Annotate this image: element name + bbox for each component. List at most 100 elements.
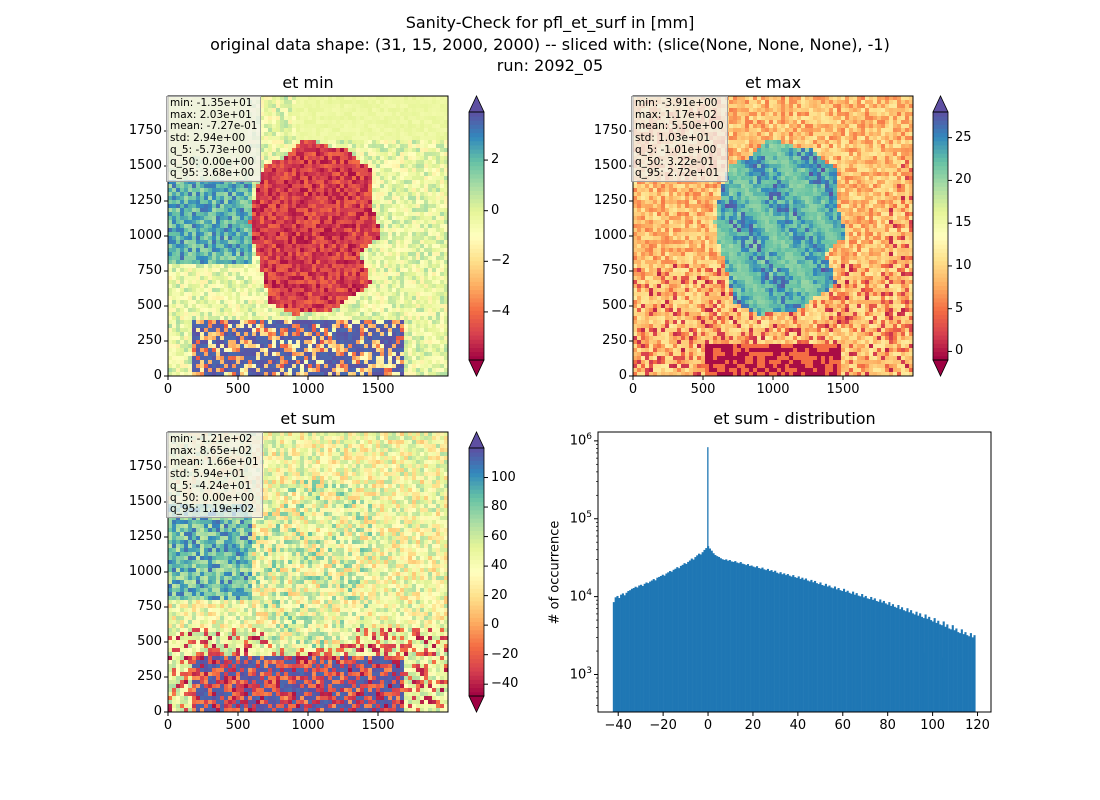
heatmap-cell bbox=[252, 260, 257, 265]
heatmap-cell bbox=[284, 256, 289, 261]
heatmap-cell bbox=[236, 200, 241, 205]
heatmap-cell bbox=[272, 256, 277, 261]
heatmap-cell bbox=[276, 260, 281, 265]
heatmap-cell bbox=[392, 132, 397, 137]
heatmap-cell bbox=[408, 180, 413, 185]
colorbar-segment bbox=[469, 211, 484, 216]
heatmap-cell bbox=[308, 144, 313, 149]
heatmap-cell bbox=[168, 248, 173, 253]
heatmap-cell bbox=[316, 276, 321, 281]
heatmap-cell bbox=[224, 356, 229, 361]
heatmap-cell bbox=[400, 132, 405, 137]
heatmap-cell bbox=[376, 308, 381, 313]
heatmap-cell bbox=[312, 108, 317, 113]
heatmap-cell bbox=[288, 108, 293, 113]
heatmap-cell bbox=[340, 284, 345, 289]
heatmap-cell bbox=[388, 196, 393, 201]
heatmap-cell bbox=[176, 368, 181, 373]
heatmap-cell bbox=[372, 124, 377, 129]
heatmap-cell bbox=[208, 368, 213, 373]
heatmap-cell bbox=[392, 232, 397, 237]
heatmap-cell bbox=[356, 136, 361, 141]
heatmap-cell bbox=[280, 348, 285, 353]
heatmap-cell bbox=[384, 248, 389, 253]
heatmap-cell bbox=[200, 276, 205, 281]
heatmap-cell bbox=[212, 332, 217, 337]
heatmap-cell bbox=[432, 256, 437, 261]
heatmap-cell bbox=[180, 336, 185, 341]
heatmap-cell bbox=[408, 208, 413, 213]
heatmap-cell bbox=[252, 208, 257, 213]
heatmap-cell bbox=[348, 192, 353, 197]
colorbar-segment bbox=[469, 256, 484, 262]
heatmap-cell bbox=[440, 112, 445, 117]
heatmap-cell bbox=[292, 372, 297, 377]
heatmap-cell bbox=[260, 128, 265, 133]
heatmap-cell bbox=[380, 212, 385, 217]
heatmap-cell bbox=[292, 308, 297, 313]
heatmap-cell bbox=[196, 336, 201, 341]
heatmap-cell bbox=[188, 360, 193, 365]
heatmap-cell bbox=[348, 280, 353, 285]
heatmap-cell bbox=[388, 332, 393, 337]
heatmap-cell bbox=[260, 140, 265, 145]
heatmap-cell bbox=[240, 364, 245, 369]
heatmap-cell bbox=[296, 160, 301, 165]
heatmap-cell bbox=[356, 300, 361, 305]
heatmap-cell bbox=[352, 160, 357, 165]
heatmap-cell bbox=[216, 336, 221, 341]
heatmap-cell bbox=[400, 116, 405, 121]
heatmap-cell bbox=[392, 344, 397, 349]
heatmap-cell bbox=[412, 228, 417, 233]
heatmap-cell bbox=[412, 192, 417, 197]
heatmap-cell bbox=[212, 184, 217, 189]
heatmap-cell bbox=[428, 336, 433, 341]
heatmap-cell bbox=[324, 212, 329, 217]
heatmap-cell bbox=[292, 324, 297, 329]
heatmap-cell bbox=[396, 352, 401, 357]
heatmap-cell bbox=[328, 304, 333, 309]
heatmap-cell bbox=[208, 268, 213, 273]
heatmap-cell bbox=[192, 348, 197, 353]
heatmap-cell bbox=[320, 148, 325, 153]
heatmap-cell bbox=[316, 184, 321, 189]
heatmap-cell bbox=[292, 312, 297, 317]
heatmap-cell bbox=[384, 324, 389, 329]
heatmap-cell bbox=[340, 296, 345, 301]
heatmap-cell bbox=[368, 176, 373, 181]
heatmap-cell bbox=[260, 296, 265, 301]
heatmap-cell bbox=[416, 188, 421, 193]
heatmap-cell bbox=[360, 292, 365, 297]
heatmap-cell bbox=[380, 116, 385, 121]
heatmap-cell bbox=[324, 140, 329, 145]
heatmap-cell bbox=[388, 156, 393, 161]
heatmap-cell bbox=[292, 164, 297, 169]
heatmap-cell bbox=[184, 356, 189, 361]
heatmap-cell bbox=[308, 340, 313, 345]
heatmap-cell bbox=[284, 100, 289, 105]
heatmap-cell bbox=[248, 292, 253, 297]
heatmap-cell bbox=[312, 224, 317, 229]
heatmap-cell bbox=[368, 112, 373, 117]
heatmap-cell bbox=[200, 336, 205, 341]
heatmap-cell bbox=[268, 316, 273, 321]
heatmap-cell bbox=[364, 316, 369, 321]
heatmap-cell bbox=[320, 100, 325, 105]
heatmap-cell bbox=[284, 228, 289, 233]
heatmap-cell bbox=[224, 320, 229, 325]
heatmap-cell bbox=[348, 288, 353, 293]
heatmap-cell bbox=[248, 284, 253, 289]
heatmap-cell bbox=[168, 352, 173, 357]
heatmap-cell bbox=[252, 368, 257, 373]
heatmap-cell bbox=[168, 368, 173, 373]
heatmap-cell bbox=[204, 252, 209, 257]
heatmap-cell bbox=[284, 356, 289, 361]
heatmap-cell bbox=[420, 144, 425, 149]
heatmap-cell bbox=[316, 176, 321, 181]
heatmap-cell bbox=[408, 344, 413, 349]
heatmap-cell bbox=[444, 148, 449, 153]
colorbar-segment bbox=[469, 252, 484, 258]
heatmap-cell bbox=[280, 316, 285, 321]
heatmap-cell bbox=[404, 308, 409, 313]
heatmap-cell bbox=[316, 228, 321, 233]
